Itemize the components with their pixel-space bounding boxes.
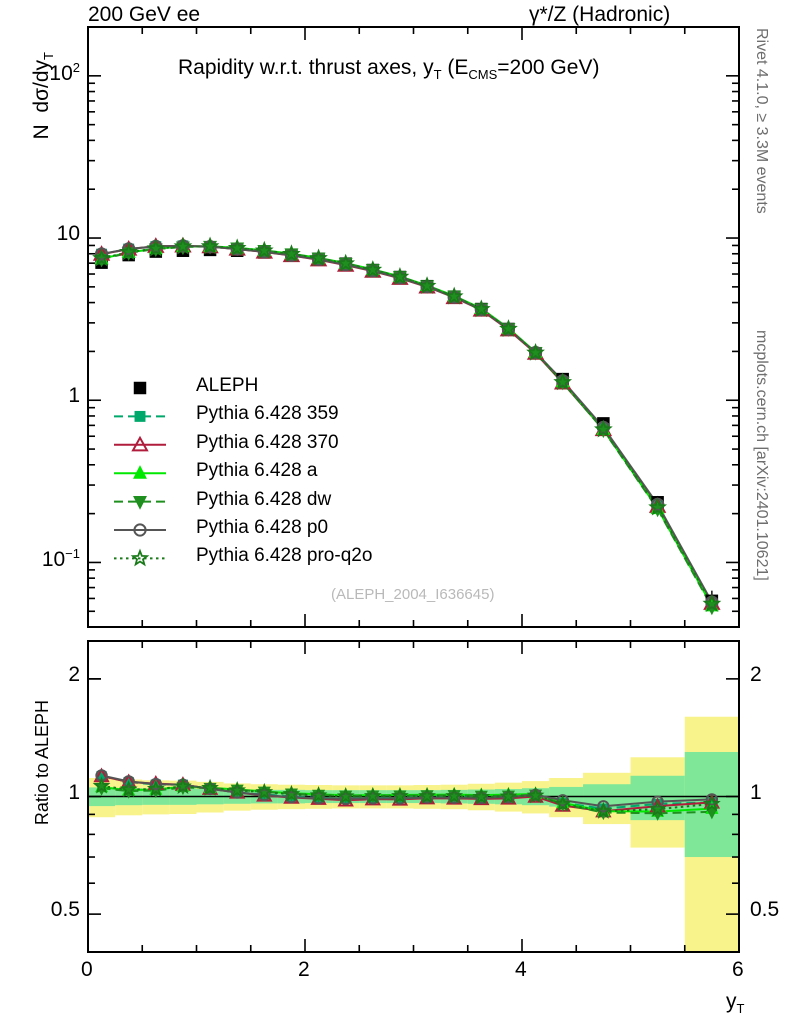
- legend-label-data[interactable]: ALEPH: [196, 375, 259, 396]
- main-y-tick-label: 10−1: [41, 546, 80, 572]
- legend-label-dw[interactable]: Pythia 6.428 dw: [196, 488, 332, 510]
- legend-label-a[interactable]: Pythia 6.428 a: [196, 460, 318, 482]
- header-right-text: γ*/Z (Hadronic): [529, 3, 671, 26]
- x-axis-base: y: [726, 990, 737, 1013]
- legend-label-proq2o[interactable]: Pythia 6.428 pro-q2o: [196, 545, 373, 567]
- legend-label-s370[interactable]: Pythia 6.428 370: [196, 431, 339, 453]
- legend-label-p0[interactable]: Pythia 6.428 p0: [196, 517, 329, 538]
- main-y-tick-label: 1: [68, 384, 80, 408]
- header-left-label: 200 GeV ee: [88, 3, 201, 26]
- ratio-y-tick-label-right: 0.5: [750, 898, 780, 922]
- x-axis-label: yT: [726, 990, 744, 1016]
- ratio-y-tick-label-left: 2: [68, 662, 80, 686]
- x-tick-label: 0: [81, 958, 93, 981]
- x-tick-label: 6: [732, 958, 744, 981]
- x-axis-sub: T: [736, 1001, 745, 1017]
- x-tick-label: 4: [515, 958, 527, 981]
- legend-label-s359[interactable]: Pythia 6.428 359: [196, 403, 339, 425]
- x-tick-label: 2: [298, 958, 310, 981]
- ratio-y-tick-label-right: 1: [750, 780, 762, 804]
- ratio-y-tick-label-right: 2: [750, 662, 762, 686]
- main-y-tick-label: 10: [56, 222, 80, 246]
- ratio-y-tick-label-left: 1: [68, 780, 80, 804]
- header-right-label: γ*/Z (Hadronic): [529, 3, 670, 27]
- ratio-y-tick-label-left: 0.5: [50, 898, 80, 922]
- main-y-tick-label: 102: [49, 59, 80, 85]
